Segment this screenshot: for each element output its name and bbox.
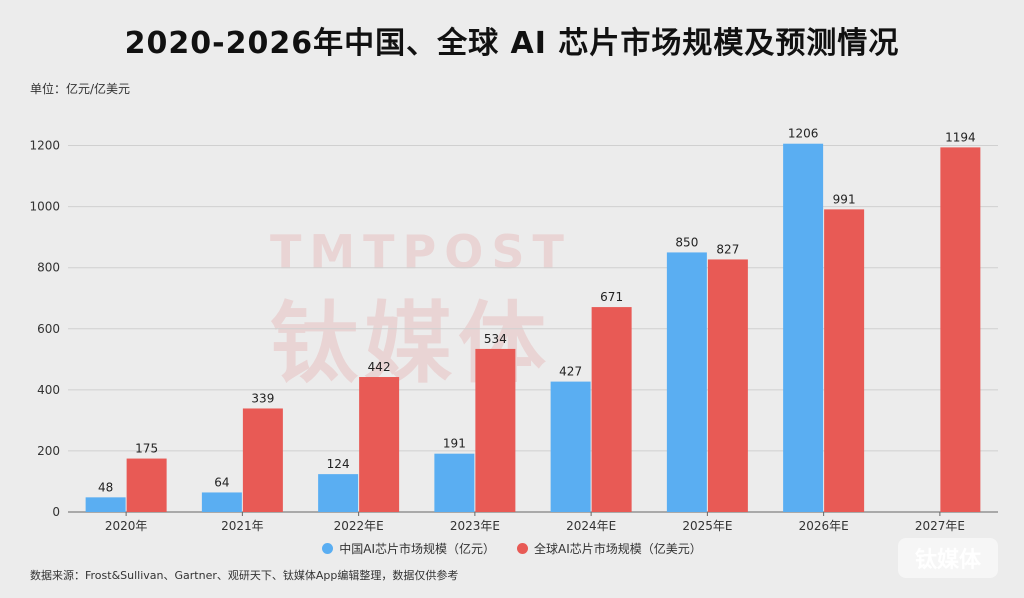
x-tick-label: 2023年E [450,519,500,533]
y-tick-label: 600 [37,322,60,336]
bar-global [475,348,516,512]
y-tick-label: 1200 [29,139,60,153]
corner-logo: 钛媒体 [898,538,998,578]
bar-china [666,252,707,512]
y-tick-label: 1000 [29,200,60,214]
legend-item-china: 中国AI芯片市场规模（亿元） [322,540,495,557]
x-tick-label: 2027年E [915,519,965,533]
legend-swatch-global [517,543,528,554]
bar-china [783,143,824,512]
bar-china [434,453,475,512]
bar-global [242,408,283,512]
x-tick-label: 2021年 [221,519,264,533]
legend-label-global: 全球AI芯片市场规模（亿美元） [534,542,702,556]
data-label: 427 [559,365,582,379]
bar-china [85,497,126,512]
bar-global [940,147,981,512]
bar-china [550,381,591,512]
data-label: 339 [251,391,274,405]
x-tick-label: 2024年E [566,519,616,533]
data-label: 48 [98,480,113,494]
y-tick-label: 400 [37,383,60,397]
data-label: 1206 [788,127,819,141]
unit-label: 单位：亿元/亿美元 [30,82,131,96]
bar-global [707,259,748,512]
bar-global [126,458,167,512]
legend-swatch-china [322,543,334,554]
y-tick-label: 800 [37,261,60,275]
x-tick-label: 2025年E [682,519,732,533]
bar-global [591,307,632,512]
y-tick-label: 0 [52,505,60,519]
data-label: 671 [600,290,623,304]
data-label: 175 [135,442,158,456]
legend-item-global: 全球AI芯片市场规模（亿美元） [517,540,702,557]
legend-label-china: 中国AI芯片市场规模（亿元） [339,542,495,556]
data-label: 1194 [945,130,976,144]
data-label: 827 [716,242,739,256]
x-tick-label: 2022年E [334,519,384,533]
bar-china [201,492,242,512]
legend: 中国AI芯片市场规模（亿元） 全球AI芯片市场规模（亿美元） [0,540,1024,557]
bar-global [359,377,400,512]
data-label: 442 [368,360,391,374]
data-label: 534 [484,332,507,346]
chart-title: 2020-2026年中国、全球 AI 芯片市场规模及预测情况 [124,26,900,61]
data-label: 124 [327,457,350,471]
y-tick-label: 200 [37,444,60,458]
bar-global [824,209,865,513]
x-tick-label: 2020年 [105,519,148,533]
data-label: 64 [214,475,229,489]
bar-china [318,474,359,512]
x-tick-label: 2026年E [799,519,849,533]
data-label: 850 [675,235,698,249]
data-label: 991 [833,192,856,206]
data-label: 191 [443,437,466,451]
source-note: 数据来源：Frost&Sullivan、Gartner、观研天下、钛媒体App编… [30,569,459,582]
